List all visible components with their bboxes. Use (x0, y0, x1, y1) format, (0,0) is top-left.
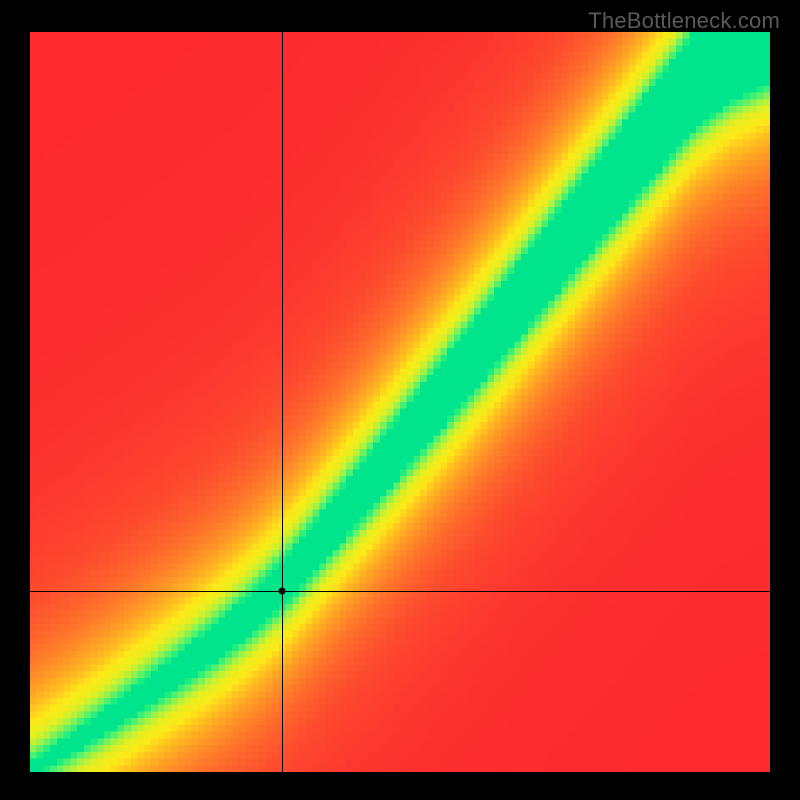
watermark-label: TheBottleneck.com (588, 8, 780, 34)
crosshair-horizontal (30, 591, 770, 592)
chart-container: TheBottleneck.com (0, 0, 800, 800)
crosshair-vertical (282, 32, 283, 772)
heatmap-canvas (30, 32, 770, 772)
plot-area (30, 32, 770, 772)
marker-dot (278, 587, 285, 594)
